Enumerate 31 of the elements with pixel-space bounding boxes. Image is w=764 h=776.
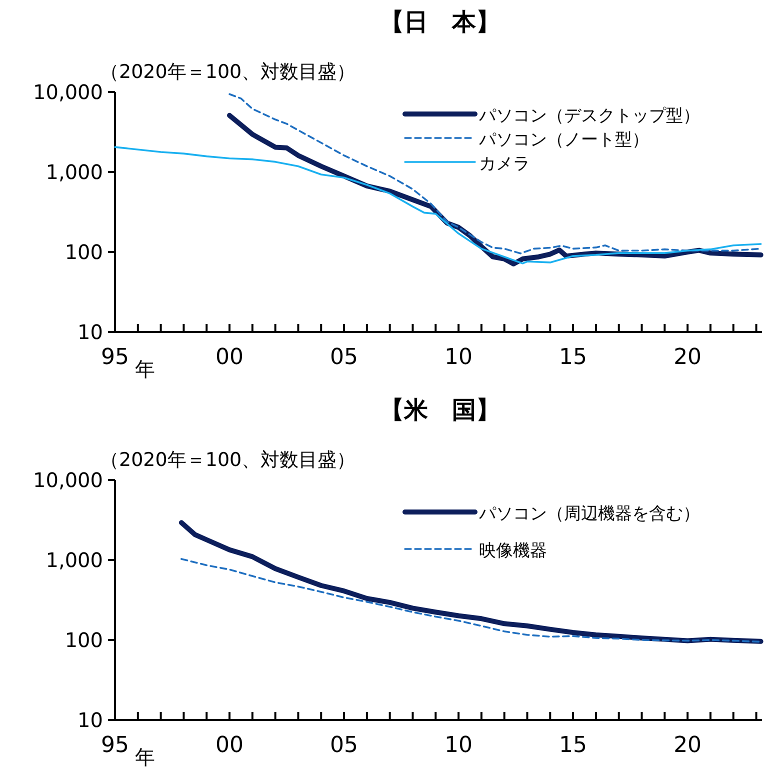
y-tick-label: 10	[78, 708, 103, 732]
x-tick-label: 10	[444, 733, 473, 758]
y-tick-label: 1,000	[46, 548, 103, 572]
x-tick-label: 15	[559, 733, 588, 758]
legend-label: パソコン（デスクトップ型）	[478, 106, 700, 126]
y-tick-label: 100	[64, 628, 103, 652]
y-tick-label: 100	[64, 240, 103, 264]
chart-title: 【日 本】	[380, 8, 500, 36]
y-tick-label: 10,000	[33, 80, 103, 104]
y-tick-label: 10,000	[33, 468, 103, 492]
legend-label: パソコン（ノート型）	[478, 130, 649, 150]
legend-label: 映像機器	[479, 541, 547, 561]
x-tick-label: 00	[216, 345, 244, 370]
x-tick-label: 05	[330, 733, 358, 758]
legend-label: パソコン（周辺機器を含む）	[478, 504, 700, 524]
x-tick-label: 15	[559, 345, 588, 370]
x-tick-label: 95	[101, 733, 129, 758]
x-tick-label: 95	[101, 345, 129, 370]
x-tick-label: 20	[674, 733, 702, 758]
chart-subtitle: （2020年＝100、対数目盛）	[100, 61, 356, 83]
chart-title: 【米 国】	[380, 396, 500, 424]
y-tick-label: 10	[78, 320, 103, 344]
x-axis-title: 年	[135, 357, 155, 381]
y-tick-label: 1,000	[46, 160, 103, 184]
x-axis-title: 年	[135, 745, 155, 769]
x-tick-label: 00	[216, 733, 244, 758]
x-tick-label: 05	[330, 345, 358, 370]
chart-subtitle: （2020年＝100、対数目盛）	[100, 449, 356, 471]
x-tick-label: 20	[674, 345, 702, 370]
x-tick-label: 10	[444, 345, 473, 370]
legend-label: カメラ	[479, 154, 530, 174]
